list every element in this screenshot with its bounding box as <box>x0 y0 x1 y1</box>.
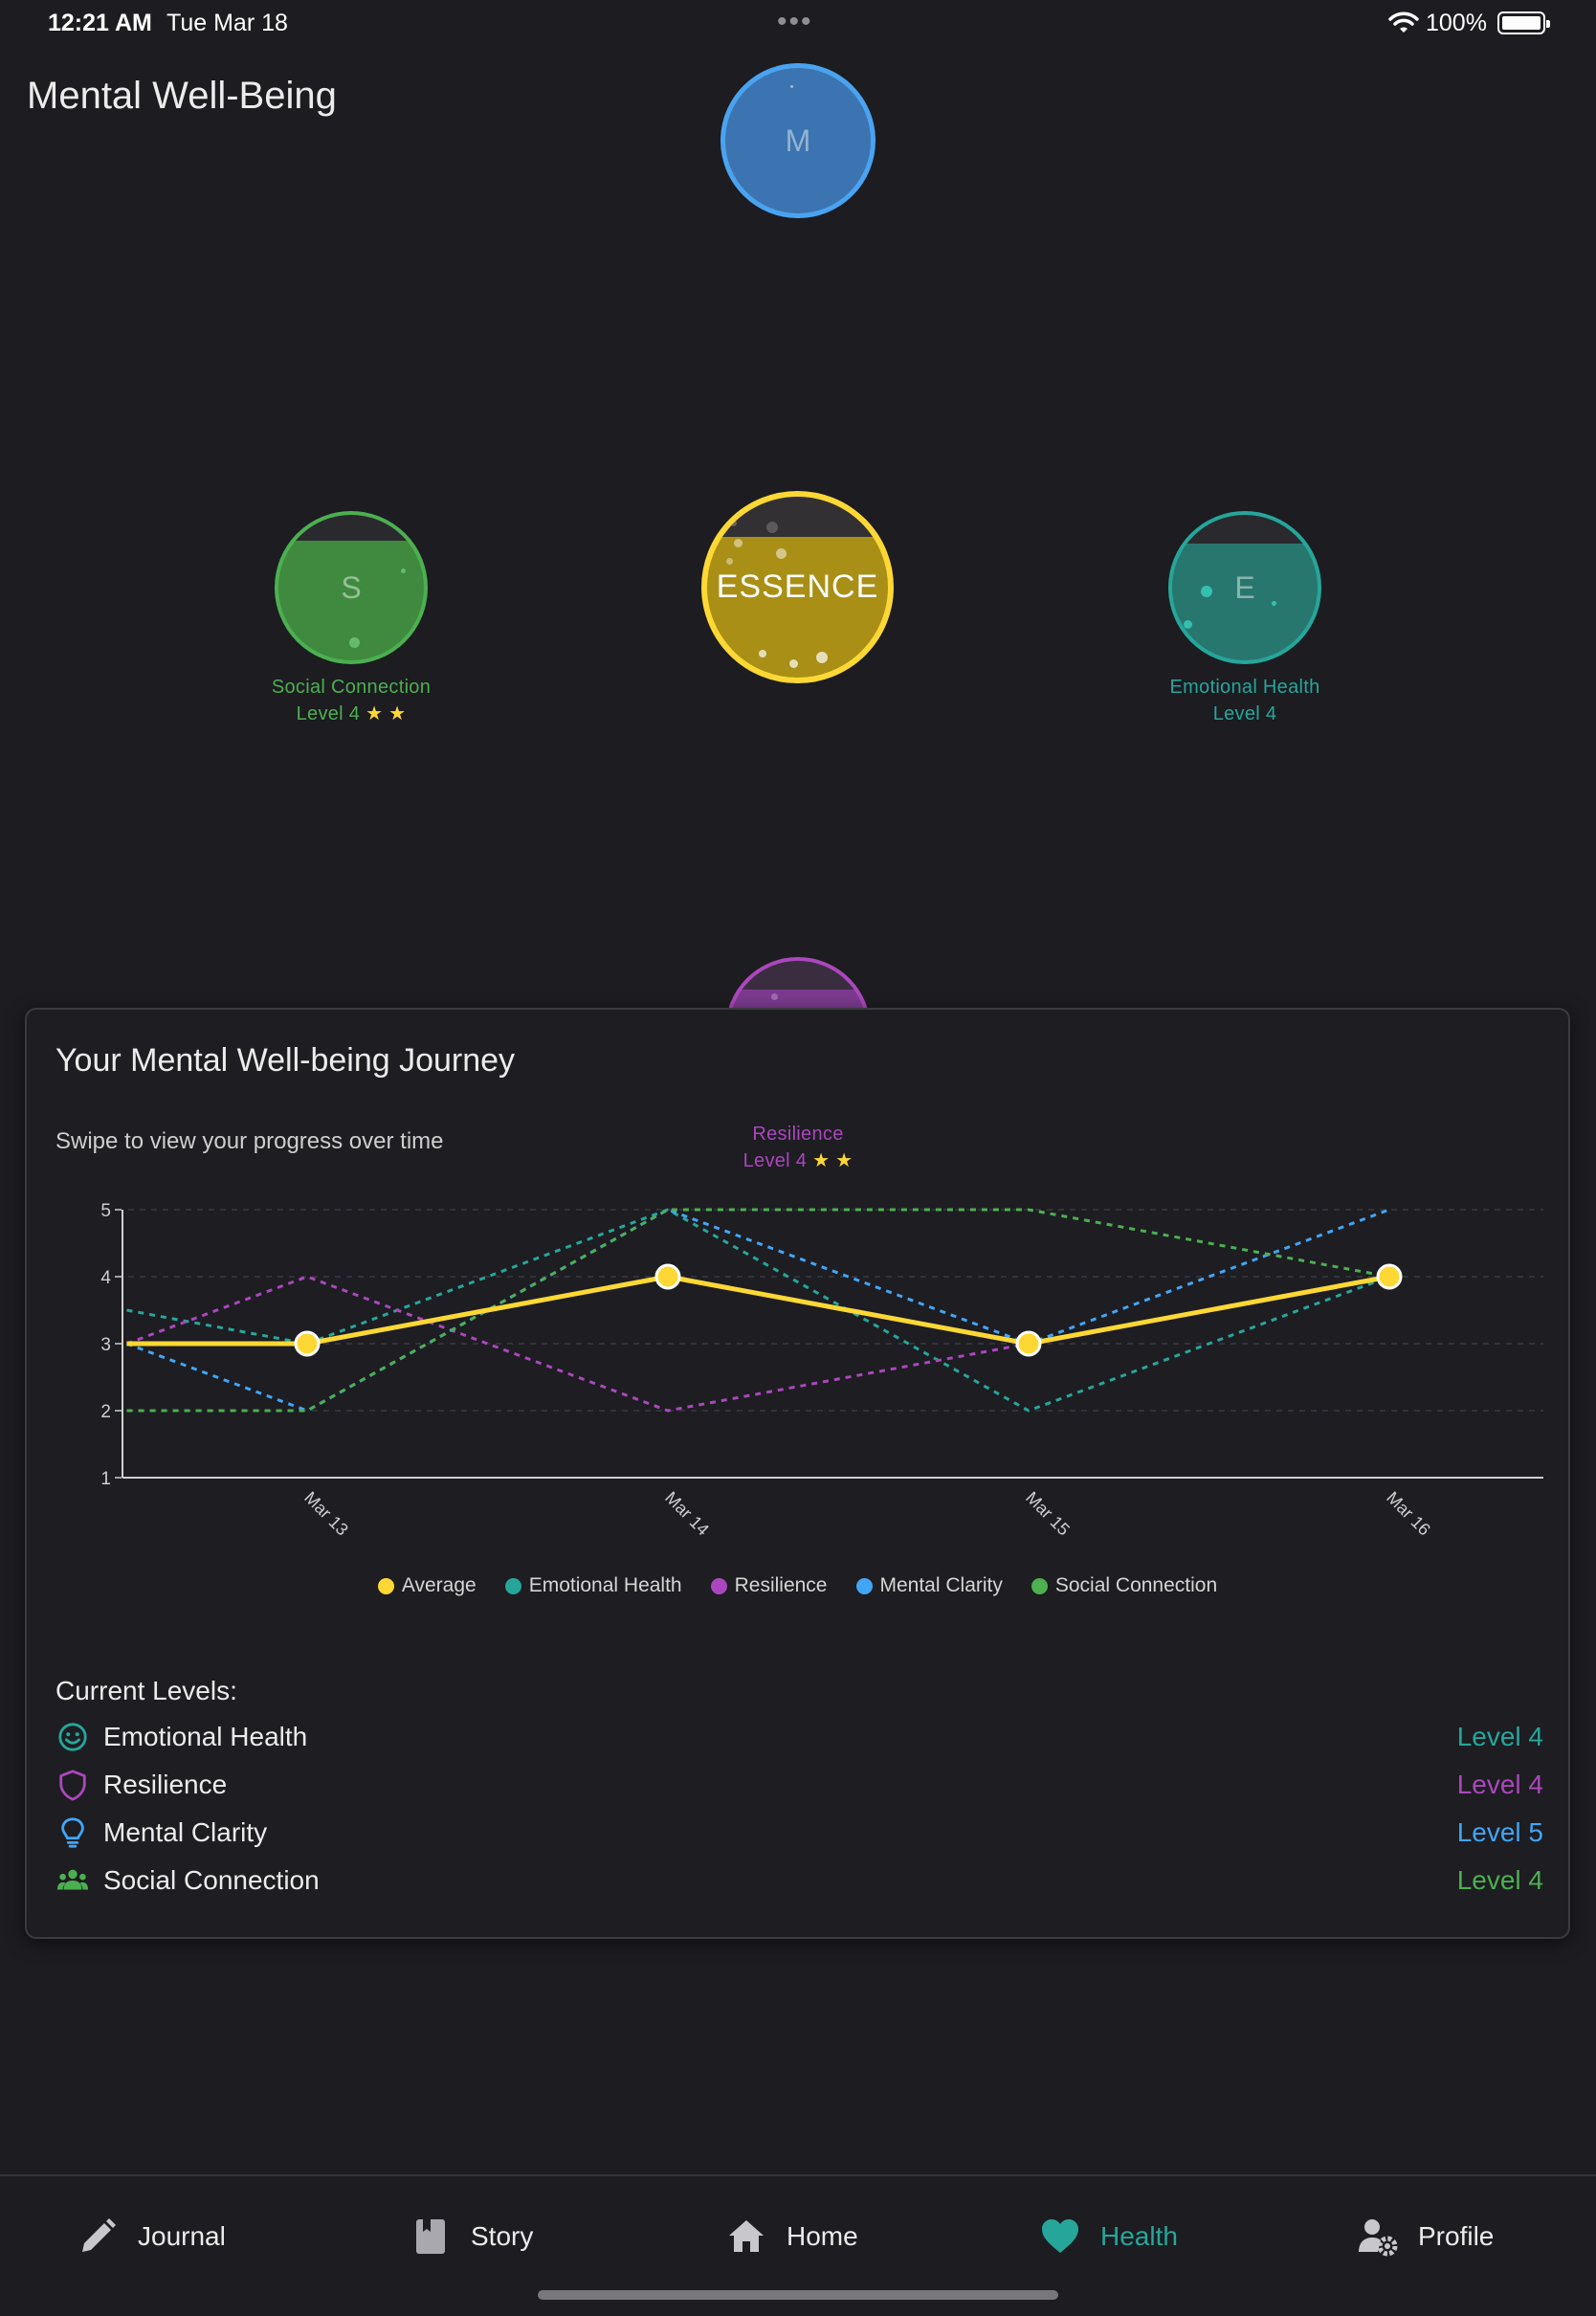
home-indicator[interactable] <box>538 2290 1058 2300</box>
legend-dot <box>855 1577 873 1594</box>
orb-level: Level 4 <box>1212 703 1277 724</box>
level-value: Level 4 <box>1456 1722 1543 1751</box>
emotional-health-orb[interactable]: E <box>1168 511 1321 664</box>
legend-label: Resilience <box>734 1574 828 1596</box>
level-name: Social Connection <box>103 1865 320 1895</box>
status-time: 12:21 AM <box>48 10 152 36</box>
smile-icon <box>55 1720 90 1754</box>
shield-icon <box>55 1768 90 1802</box>
essence-orb[interactable]: ESSENCE <box>701 491 894 683</box>
level-name: Resilience <box>103 1770 228 1799</box>
x-tick-label: Mar 15 <box>1022 1488 1074 1540</box>
social-connection-label: Social Connection Level 4 ★ ★ <box>216 674 486 727</box>
series-line-mental-clarity <box>125 1208 1390 1413</box>
legend-dot <box>377 1577 394 1594</box>
legend-item: Resilience <box>710 1574 828 1597</box>
orb-letter: S <box>341 569 362 605</box>
nav-journal[interactable]: Journal <box>77 2213 226 2260</box>
journey-card[interactable]: Your Mental Well-being Journey Swipe to … <box>25 1008 1570 1939</box>
emotional-health-label: Emotional Health Level 4 <box>1110 674 1380 727</box>
orb-name: Resilience <box>752 1124 844 1145</box>
legend-item: Average <box>377 1574 477 1597</box>
level-name: Mental Clarity <box>103 1817 268 1847</box>
lightbulb-icon <box>55 1815 90 1850</box>
legend-label: Emotional Health <box>528 1574 682 1596</box>
heart-icon <box>1042 2219 1078 2253</box>
x-tick-label: Mar 16 <box>1383 1488 1434 1540</box>
orb-level: Level 4 <box>296 703 361 724</box>
level-row: Mental Clarity Level 5 <box>55 1814 1543 1852</box>
nav-health[interactable]: Health <box>1039 2213 1178 2260</box>
card-subtitle: Swipe to view your progress over time <box>55 1128 444 1154</box>
legend-item: Mental Clarity <box>855 1574 1003 1597</box>
resilience-label: Resilience Level 4 ★ ★ <box>663 1121 933 1174</box>
star-icon: ★ ★ <box>812 1150 853 1171</box>
group-icon <box>55 1863 90 1898</box>
nav-story[interactable]: Story <box>410 2213 533 2260</box>
pencil-icon <box>82 2218 116 2252</box>
average-point <box>294 1330 321 1357</box>
y-tick-label: 2 <box>100 1402 111 1422</box>
legend-item: Emotional Health <box>504 1574 682 1597</box>
home-icon <box>729 2220 764 2252</box>
status-bar: 12:21 AM Tue Mar 18 ••• 100% <box>0 0 1596 46</box>
battery-percentage: 100% <box>1426 10 1487 36</box>
card-title: Your Mental Well-being Journey <box>55 1042 516 1079</box>
level-value: Level 5 <box>1456 1817 1543 1847</box>
legend-dot <box>504 1577 521 1594</box>
level-row: Social Connection Level 4 <box>55 1861 1543 1900</box>
y-tick-label: 5 <box>100 1201 111 1221</box>
status-date: Tue Mar 18 <box>166 10 288 36</box>
page-title: Mental Well-Being <box>27 75 337 117</box>
average-point <box>1376 1263 1403 1290</box>
nav-label: Story <box>471 2221 534 2251</box>
orb-name: Emotional Health <box>1169 677 1320 698</box>
orb-level: Level 4 <box>743 1150 808 1171</box>
nav-profile[interactable]: Profile <box>1357 2213 1494 2260</box>
wifi-icon <box>1388 11 1419 33</box>
nav-home[interactable]: Home <box>725 2213 858 2260</box>
multitasking-dots-icon[interactable]: ••• <box>777 6 813 37</box>
average-point <box>1015 1330 1042 1357</box>
level-name: Emotional Health <box>103 1722 308 1751</box>
legend-label: Social Connection <box>1054 1574 1218 1596</box>
series-line-emotional-health <box>126 1208 1390 1413</box>
series-line-social-connection <box>126 1208 1390 1413</box>
x-tick-label: Mar 14 <box>661 1488 713 1540</box>
orb-letter: E <box>1234 569 1255 605</box>
user-settings-icon <box>1359 2219 1398 2257</box>
orb-name: Social Connection <box>271 677 432 698</box>
orb-letter: M <box>785 122 811 158</box>
chart-legend: Average Emotional Health Resilience Mental … <box>27 1574 1568 1597</box>
battery-icon <box>1497 11 1550 34</box>
star-icon: ★ ★ <box>366 703 407 724</box>
level-value: Level 4 <box>1456 1770 1543 1799</box>
legend-dot <box>710 1577 727 1594</box>
legend-dot <box>1031 1577 1048 1594</box>
x-tick-label: Mar 13 <box>300 1488 352 1540</box>
nav-label: Health <box>1100 2221 1178 2251</box>
level-row: Resilience Level 4 <box>55 1766 1543 1804</box>
average-point <box>654 1263 681 1290</box>
book-icon <box>416 2219 445 2254</box>
nav-label: Profile <box>1418 2221 1495 2251</box>
legend-item: Social Connection <box>1031 1574 1217 1597</box>
bottom-nav: Journal Story Home Health Profile <box>0 2174 1596 2316</box>
series-line-resilience <box>125 1275 1390 1413</box>
social-connection-orb[interactable]: S <box>275 511 428 664</box>
nav-label: Home <box>787 2221 858 2251</box>
nav-label: Journal <box>138 2221 226 2251</box>
y-tick-label: 4 <box>100 1268 111 1288</box>
current-levels-title: Current Levels: <box>55 1676 237 1705</box>
mental-clarity-orb[interactable]: M <box>720 63 876 218</box>
y-tick-label: 1 <box>100 1469 111 1489</box>
legend-label: Mental Clarity <box>879 1574 1003 1596</box>
journey-chart[interactable]: 1 2 3 4 5 Mar 13 Mar 14 Mar 15 Mar 16 <box>27 1010 1568 1574</box>
series-line-average <box>126 1274 1390 1347</box>
orb-letter: ESSENCE <box>716 568 879 605</box>
legend-label: Average <box>401 1574 477 1596</box>
level-row: Emotional Health Level 4 <box>55 1718 1543 1756</box>
y-tick-label: 3 <box>100 1335 111 1355</box>
level-value: Level 4 <box>1456 1865 1543 1895</box>
